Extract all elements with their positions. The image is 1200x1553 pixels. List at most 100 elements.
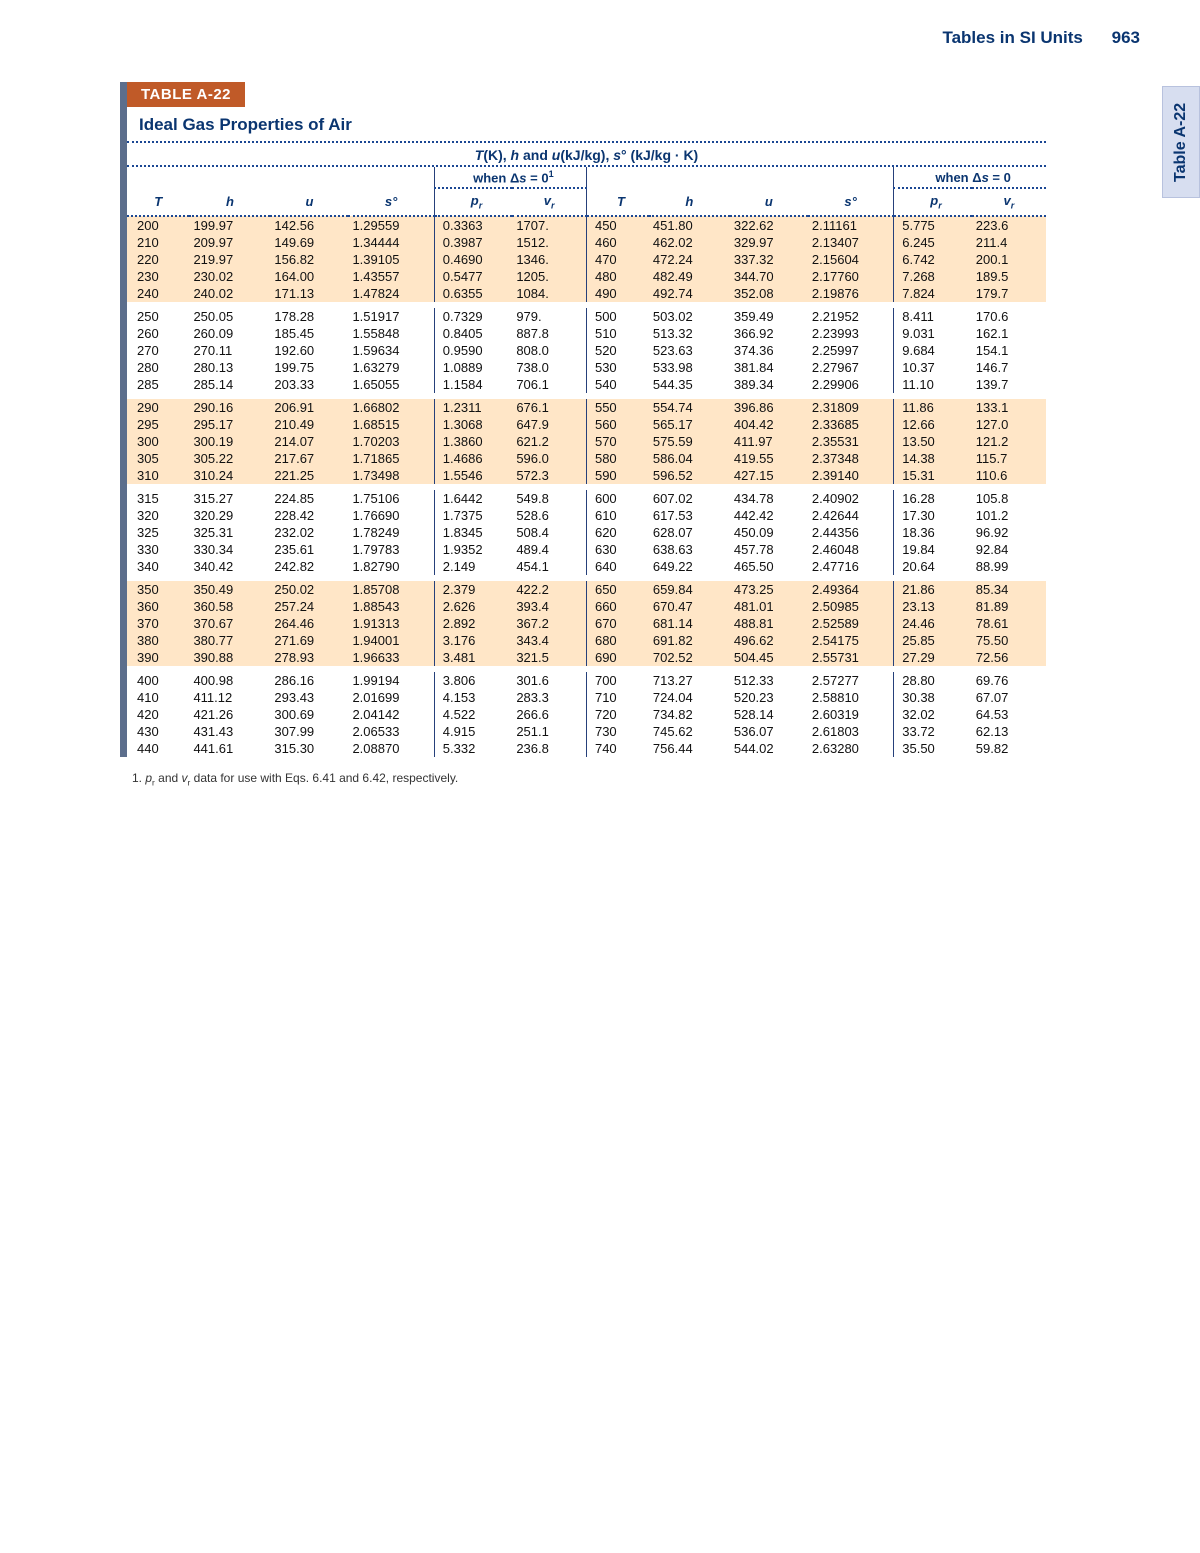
table-cell: 0.4690 xyxy=(434,251,512,268)
col-h-right: h xyxy=(649,188,730,216)
table-cell: 500 xyxy=(586,308,648,325)
table-cell: 2.47716 xyxy=(808,558,894,575)
table-cell: 16.28 xyxy=(894,490,972,507)
table-cell: 85.34 xyxy=(972,581,1046,598)
table-cell: 2.55731 xyxy=(808,649,894,666)
table-cell: 1.73498 xyxy=(348,467,434,484)
table-cell: 681.14 xyxy=(649,615,730,632)
table-cell: 2.27967 xyxy=(808,359,894,376)
table-cell: 2.57277 xyxy=(808,672,894,689)
table-cell: 0.8405 xyxy=(434,325,512,342)
table-head: when Δs = 01 when Δs = 0 T h u s° pr vr … xyxy=(127,167,1046,216)
table-cell: 352.08 xyxy=(730,285,808,302)
table-row: 295295.17210.491.685151.3068647.9560565.… xyxy=(127,416,1046,433)
table-cell: 1.68515 xyxy=(348,416,434,433)
table-cell: 454.1 xyxy=(512,558,586,575)
table-cell: 0.6355 xyxy=(434,285,512,302)
table-cell: 411.12 xyxy=(189,689,270,706)
table-cell: 2.58810 xyxy=(808,689,894,706)
table-cell: 520 xyxy=(586,342,648,359)
table-cell: 295 xyxy=(127,416,189,433)
table-cell: 2.33685 xyxy=(808,416,894,433)
table-cell: 706.1 xyxy=(512,376,586,393)
table-cell: 1.88543 xyxy=(348,598,434,615)
table-row: 310310.24221.251.734981.5546572.3590596.… xyxy=(127,467,1046,484)
table-cell: 271.69 xyxy=(270,632,348,649)
table-row: 260260.09185.451.558480.8405887.8510513.… xyxy=(127,325,1046,342)
table-cell: 549.8 xyxy=(512,490,586,507)
table-cell: 217.67 xyxy=(270,450,348,467)
table-cell: 649.22 xyxy=(649,558,730,575)
table-cell: 1.91313 xyxy=(348,615,434,632)
table-cell: 139.7 xyxy=(972,376,1046,393)
table-frame: TABLE A-22 Ideal Gas Properties of Air T… xyxy=(120,82,1046,757)
table-cell: 18.36 xyxy=(894,524,972,541)
table-cell: 270 xyxy=(127,342,189,359)
table-row: 350350.49250.021.857082.379422.2650659.8… xyxy=(127,581,1046,598)
table-cell: 596.52 xyxy=(649,467,730,484)
table-cell: 536.07 xyxy=(730,723,808,740)
table-cell: 420 xyxy=(127,706,189,723)
table-cell: 680 xyxy=(586,632,648,649)
table-cell: 200.1 xyxy=(972,251,1046,268)
table-cell: 250.05 xyxy=(189,308,270,325)
table-cell: 315.27 xyxy=(189,490,270,507)
table-cell: 590 xyxy=(586,467,648,484)
running-head-title: Tables in SI Units xyxy=(942,28,1082,47)
col-vr-right: vr xyxy=(972,188,1046,216)
table-cell: 2.13407 xyxy=(808,234,894,251)
table-cell: 300.19 xyxy=(189,433,270,450)
col-T-right: T xyxy=(586,188,648,216)
table-cell: 389.34 xyxy=(730,376,808,393)
table-row: 325325.31232.021.782491.8345508.4620628.… xyxy=(127,524,1046,541)
table-cell: 422.2 xyxy=(512,581,586,598)
col-head-row: T h u s° pr vr T h u s° pr vr xyxy=(127,188,1046,216)
table-cell: 280 xyxy=(127,359,189,376)
col-vr-left: vr xyxy=(512,188,586,216)
table-cell: 293.43 xyxy=(270,689,348,706)
table-cell: 11.10 xyxy=(894,376,972,393)
table-cell: 2.63280 xyxy=(808,740,894,757)
table-cell: 210.49 xyxy=(270,416,348,433)
table-row: 440441.61315.302.088705.332236.8740756.4… xyxy=(127,740,1046,757)
table-cell: 0.3363 xyxy=(434,216,512,234)
table-cell: 8.411 xyxy=(894,308,972,325)
table-cell: 33.72 xyxy=(894,723,972,740)
table-cell: 24.46 xyxy=(894,615,972,632)
table-cell: 1.7375 xyxy=(434,507,512,524)
table-cell: 528.6 xyxy=(512,507,586,524)
table-cell: 2.50985 xyxy=(808,598,894,615)
table-cell: 315 xyxy=(127,490,189,507)
table-cell: 110.6 xyxy=(972,467,1046,484)
table-row: 400400.98286.161.991943.806301.6700713.2… xyxy=(127,672,1046,689)
table-cell: 278.93 xyxy=(270,649,348,666)
table-cell: 513.32 xyxy=(649,325,730,342)
table-cell: 380 xyxy=(127,632,189,649)
table-cell: 360.58 xyxy=(189,598,270,615)
table-cell: 240 xyxy=(127,285,189,302)
table-cell: 481.01 xyxy=(730,598,808,615)
table-cell: 285.14 xyxy=(189,376,270,393)
table-cell: 560 xyxy=(586,416,648,433)
table-cell: 1.76690 xyxy=(348,507,434,524)
table-cell: 250.02 xyxy=(270,581,348,598)
table-cell: 480 xyxy=(586,268,648,285)
table-cell: 307.99 xyxy=(270,723,348,740)
table-cell: 1.59634 xyxy=(348,342,434,359)
table-row: 420421.26300.692.041424.522266.6720734.8… xyxy=(127,706,1046,723)
col-u-left: u xyxy=(270,188,348,216)
table-cell: 1346. xyxy=(512,251,586,268)
running-head-page: 963 xyxy=(1112,28,1140,47)
table-row: 315315.27224.851.751061.6442549.8600607.… xyxy=(127,490,1046,507)
table-cell: 489.4 xyxy=(512,541,586,558)
table-cell: 2.35531 xyxy=(808,433,894,450)
table-cell: 200 xyxy=(127,216,189,234)
table-cell: 30.38 xyxy=(894,689,972,706)
table-cell: 720 xyxy=(586,706,648,723)
col-h-left: h xyxy=(189,188,270,216)
table-cell: 0.7329 xyxy=(434,308,512,325)
table-row: 430431.43307.992.065334.915251.1730745.6… xyxy=(127,723,1046,740)
table-cell: 179.7 xyxy=(972,285,1046,302)
table-cell: 2.37348 xyxy=(808,450,894,467)
table-cell: 660 xyxy=(586,598,648,615)
